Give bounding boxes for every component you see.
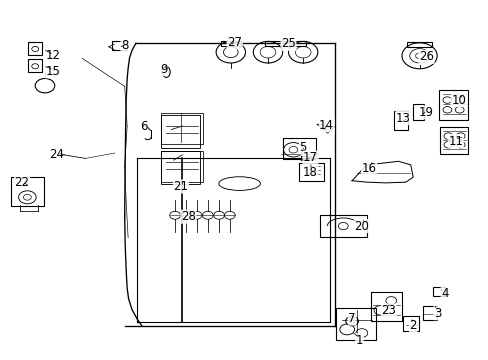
Bar (161, 115, 200, 148)
Bar (282, 138, 315, 159)
Bar (336, 308, 375, 340)
Text: 3: 3 (433, 307, 441, 320)
Text: 7: 7 (347, 312, 355, 325)
Bar (406, 42, 431, 47)
Polygon shape (316, 124, 334, 133)
Bar (370, 292, 402, 321)
Text: 12: 12 (45, 49, 60, 62)
Text: 16: 16 (361, 162, 376, 175)
Bar (422, 306, 436, 320)
Text: 6: 6 (140, 120, 148, 132)
Bar (393, 111, 407, 130)
Text: 20: 20 (354, 220, 368, 233)
Bar (221, 41, 240, 46)
Bar (320, 215, 366, 237)
Bar (11, 177, 44, 206)
Text: 17: 17 (303, 151, 317, 164)
Text: 27: 27 (227, 36, 242, 49)
Text: 23: 23 (381, 304, 395, 317)
Bar (161, 151, 200, 184)
Bar (438, 90, 468, 120)
Text: 21: 21 (173, 180, 188, 193)
Text: 13: 13 (395, 112, 410, 125)
Bar (264, 41, 305, 46)
Bar (403, 316, 418, 331)
Bar (439, 127, 468, 154)
Bar (28, 59, 42, 72)
Text: 25: 25 (281, 37, 295, 50)
Text: 1: 1 (355, 334, 363, 347)
Text: 4: 4 (440, 287, 448, 300)
Text: 26: 26 (418, 50, 433, 63)
Bar (161, 113, 203, 144)
Text: 8: 8 (121, 39, 128, 51)
Bar (412, 104, 423, 120)
Bar (28, 42, 42, 55)
Text: 11: 11 (447, 135, 462, 148)
Bar (301, 156, 310, 160)
Text: 2: 2 (408, 319, 416, 332)
Bar (161, 151, 203, 182)
Text: 22: 22 (15, 176, 29, 189)
Text: 5: 5 (299, 141, 306, 154)
Bar (432, 287, 445, 296)
Text: 9: 9 (160, 63, 167, 76)
Bar (112, 41, 127, 50)
Text: 24: 24 (49, 148, 63, 161)
Text: 28: 28 (181, 210, 195, 223)
Text: 15: 15 (45, 65, 60, 78)
Text: 18: 18 (303, 166, 317, 179)
Text: 19: 19 (418, 106, 433, 119)
Bar (299, 163, 323, 181)
Text: 14: 14 (319, 119, 333, 132)
Text: 10: 10 (450, 94, 465, 107)
